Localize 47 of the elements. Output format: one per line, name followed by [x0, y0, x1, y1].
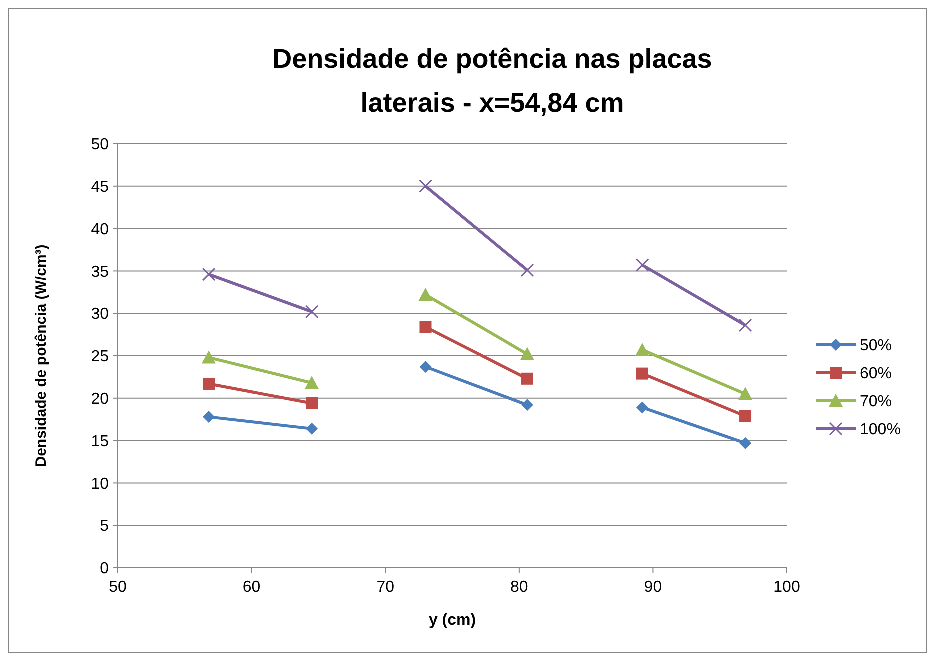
- point: [202, 350, 216, 364]
- point: [420, 361, 432, 374]
- x-tick-label: 90: [644, 579, 662, 596]
- point: [202, 411, 215, 424]
- point: [306, 397, 318, 410]
- y-tick-label: 0: [100, 560, 110, 578]
- point: [738, 318, 752, 332]
- point: [202, 378, 215, 390]
- point: [635, 343, 650, 356]
- y-tick-label: 35: [91, 264, 110, 281]
- x-axis-title: y (cm): [428, 612, 476, 629]
- x-tick-label: 70: [376, 579, 395, 596]
- point: [202, 268, 216, 282]
- point: [740, 437, 752, 450]
- y-tick-label: 45: [91, 179, 110, 196]
- point: [520, 264, 534, 278]
- point: [520, 347, 534, 360]
- x-tick-label: 100: [774, 579, 800, 596]
- y-tick-label: 5: [100, 518, 110, 536]
- point: [305, 305, 319, 319]
- point: [306, 422, 318, 435]
- y-tick-label: 10: [91, 476, 110, 493]
- y-axis-title: Densidade de potência (W/cm³): [33, 244, 50, 468]
- point: [418, 180, 432, 194]
- y-tick-label: 15: [91, 433, 110, 450]
- x-tick-label: 60: [242, 579, 261, 596]
- point: [636, 368, 648, 380]
- legend-label: 60%: [860, 366, 892, 383]
- point: [418, 288, 433, 301]
- point: [636, 258, 650, 272]
- x-tick-label: 80: [510, 579, 528, 596]
- point: [521, 372, 534, 385]
- y-tick-label: 20: [91, 391, 110, 408]
- legend-label: 50%: [860, 338, 892, 355]
- legend-label: 100%: [860, 422, 901, 439]
- y-tick-label: 30: [91, 306, 110, 324]
- point: [738, 387, 753, 400]
- point: [521, 399, 534, 412]
- y-tick-label: 50: [91, 136, 110, 154]
- y-tick-label: 40: [91, 221, 110, 238]
- point: [636, 402, 648, 414]
- point: [740, 410, 752, 422]
- y-tick-label: 25: [91, 348, 110, 366]
- chart-title: Densidade de potência nas placas laterais - x=54,84 cm: [272, 44, 712, 118]
- point: [420, 321, 432, 334]
- point: [305, 376, 320, 390]
- legend-label: 70%: [860, 394, 892, 411]
